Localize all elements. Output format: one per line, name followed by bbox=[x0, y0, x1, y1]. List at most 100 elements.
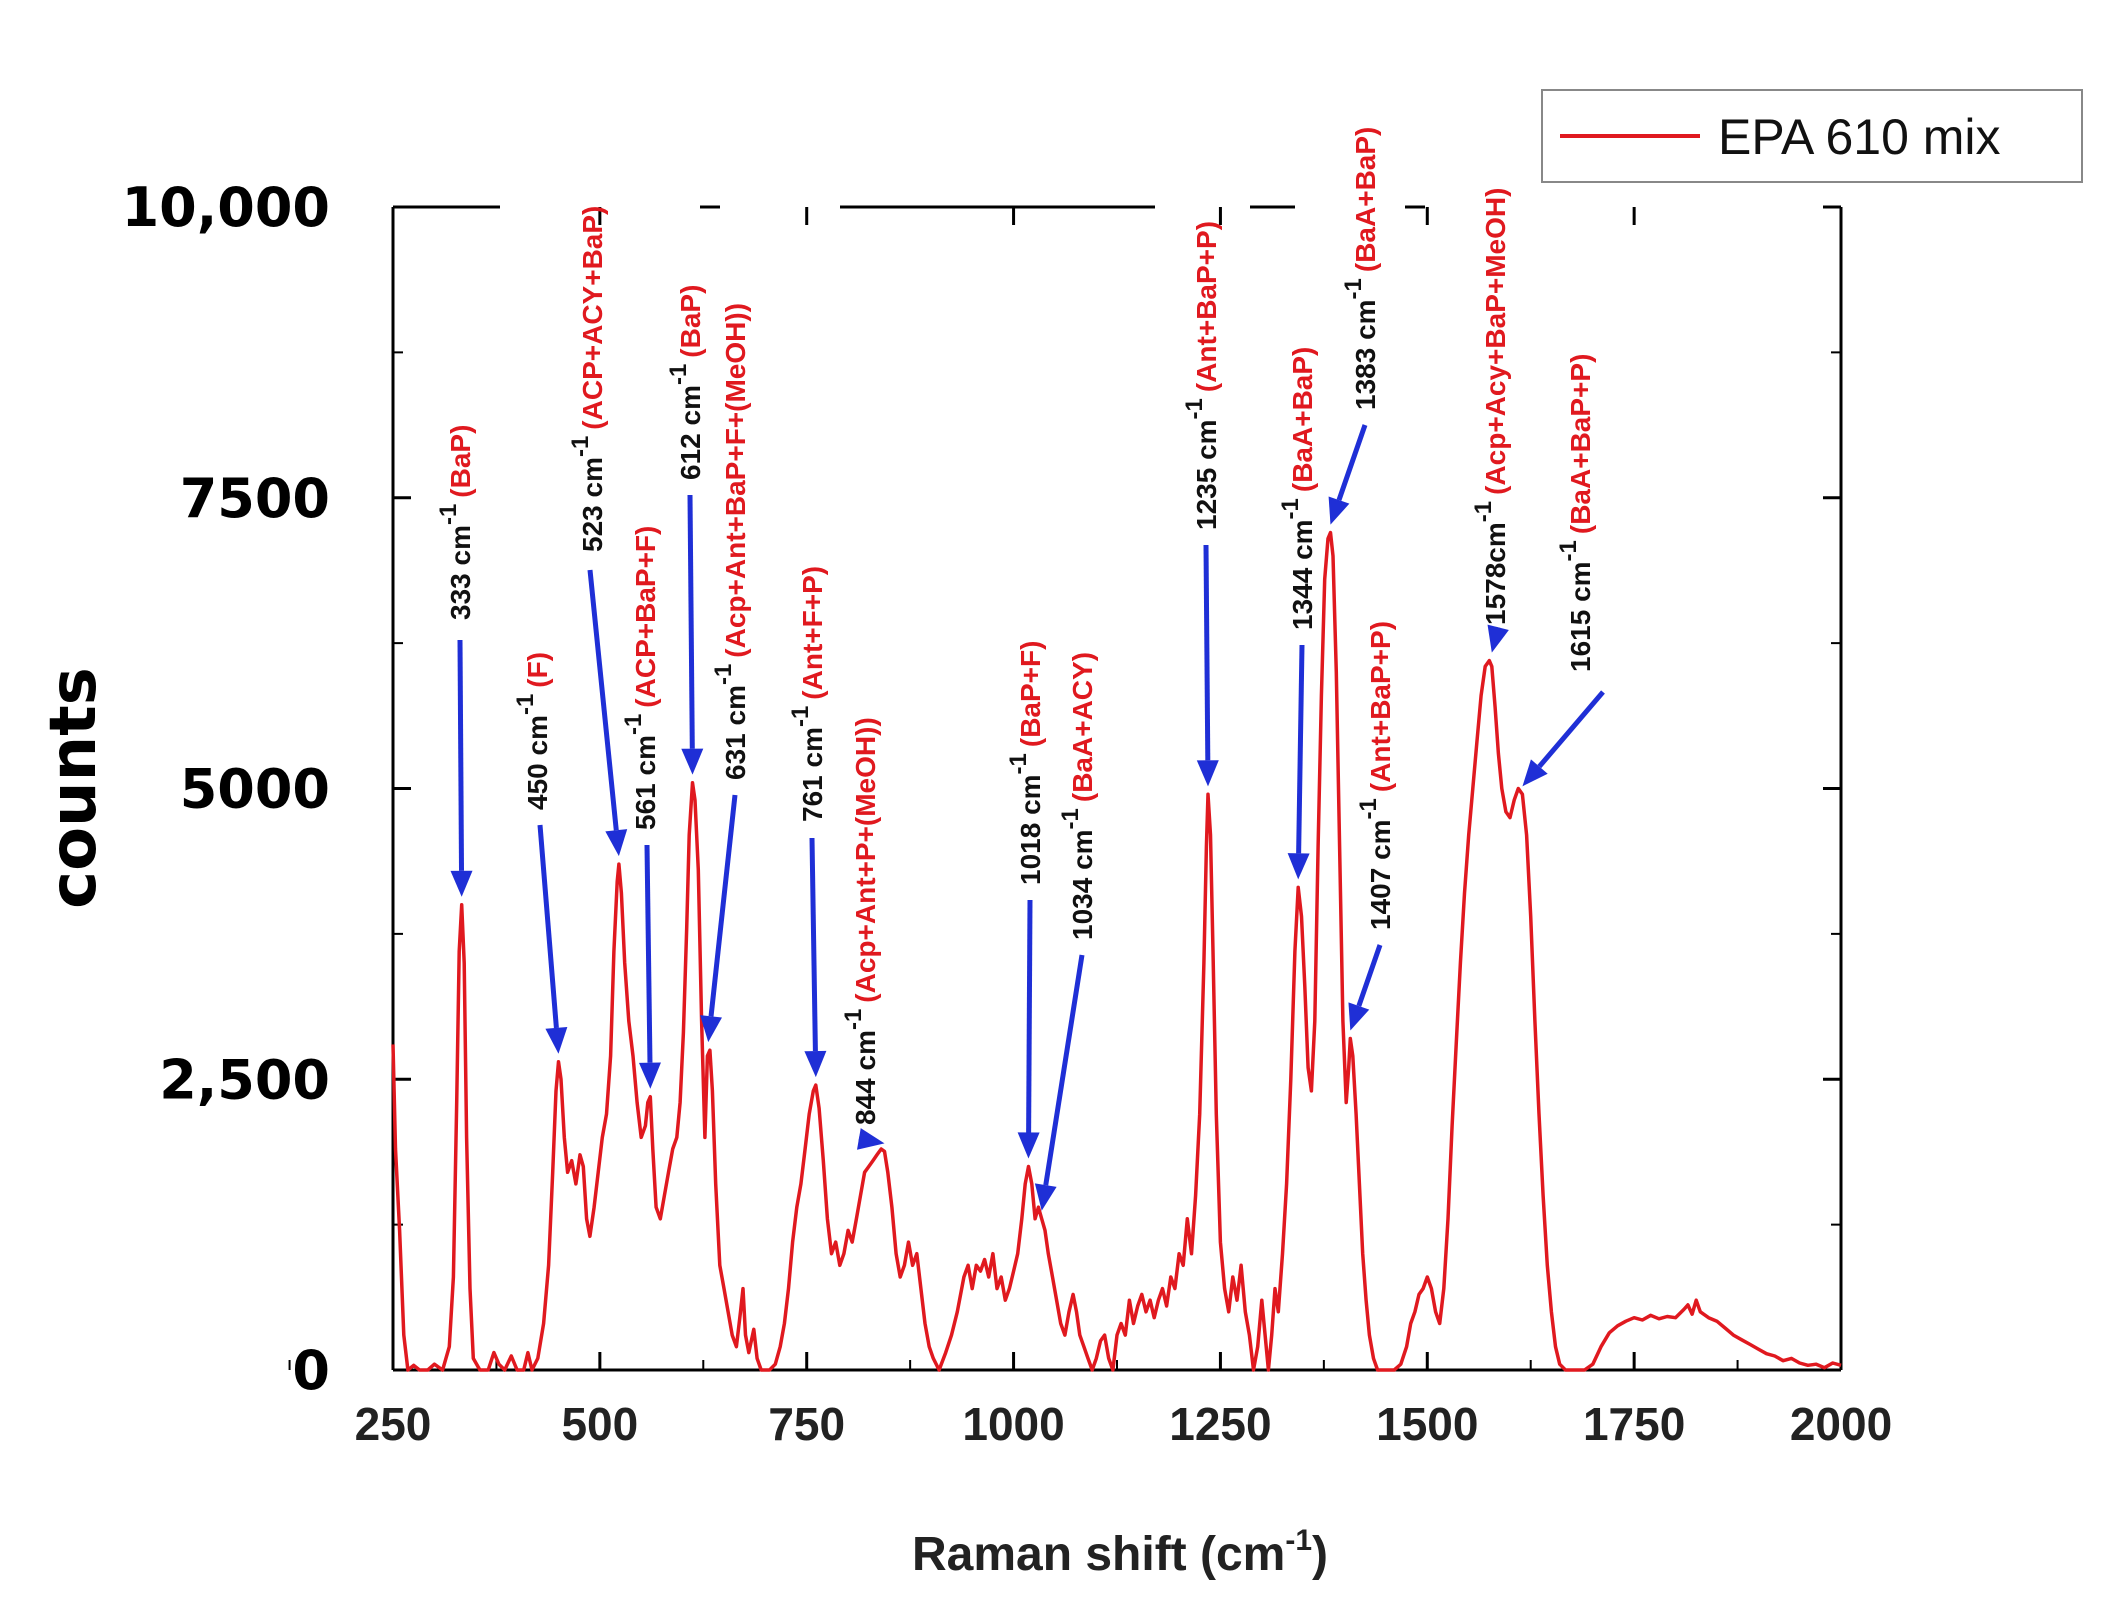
peak-exponent: -1 bbox=[567, 436, 594, 457]
peak-wavenumber: 1018 cm bbox=[1015, 774, 1046, 885]
peak-compounds: (BaP) bbox=[675, 285, 706, 358]
peak-arrow-shaft bbox=[587, 569, 619, 831]
peak-wavenumber: 844 cm bbox=[850, 1030, 881, 1125]
peak-compounds: (F) bbox=[522, 652, 553, 688]
y-tick-label: 2,500 bbox=[159, 1048, 330, 1111]
peak-label: 1018 cm-1 (BaP+F) bbox=[1005, 641, 1046, 885]
peak-exponent: -1 bbox=[1277, 498, 1304, 519]
x-axis-label-sup: -1 bbox=[1285, 1524, 1312, 1557]
y-tick-label: 0 bbox=[292, 1339, 330, 1402]
peak-arrow-shaft bbox=[1296, 644, 1305, 854]
peak-label: 1034 cm-1 (BaA+ACY) bbox=[1057, 652, 1098, 940]
peak-exponent: -1 bbox=[787, 706, 814, 727]
peak-arrow-shaft bbox=[1026, 899, 1033, 1133]
peak-arrow-shaft bbox=[1203, 544, 1211, 761]
peak-label: 1407 cm-1 (Ant+BaP+P) bbox=[1355, 621, 1396, 930]
x-tick-label: 1500 bbox=[1376, 1398, 1478, 1450]
y-axis-label: counts bbox=[37, 667, 111, 909]
peak-exponent: -1 bbox=[840, 1009, 867, 1030]
peak-exponent: -1 bbox=[710, 664, 737, 685]
peak-exponent: -1 bbox=[1340, 278, 1367, 299]
peak-compounds: (BaP+F) bbox=[1015, 641, 1046, 748]
peak-arrow-shaft bbox=[708, 794, 738, 1017]
y-tick-label: 10,000 bbox=[122, 176, 330, 239]
peak-compounds: (BaP) bbox=[445, 425, 476, 498]
peak-label: 844 cm-1 (Acp+Ant+P+(MeOH)) bbox=[840, 717, 881, 1125]
peak-label: 1615 cm-1 (BaA+BaP+P) bbox=[1555, 354, 1596, 672]
peak-wavenumber: 561 cm bbox=[630, 735, 661, 830]
x-axis-label-main: Raman shift (cm bbox=[912, 1528, 1285, 1581]
peak-compounds: (Ant+BaP+P) bbox=[1191, 221, 1222, 392]
peak-arrow-head bbox=[1487, 624, 1509, 653]
x-tick-label: 250 bbox=[355, 1398, 432, 1450]
peak-arrow-head bbox=[804, 1050, 827, 1078]
x-tick-label: 1250 bbox=[1169, 1398, 1271, 1450]
x-tick-label: 750 bbox=[768, 1398, 845, 1450]
peak-label: 631 cm-1 (Acp+Ant+BaP+F+(MeOH)) bbox=[710, 303, 751, 780]
peak-wavenumber: 1615 cm bbox=[1565, 561, 1596, 672]
peak-wavenumber: 1235 cm bbox=[1191, 419, 1222, 530]
peak-arrow-head bbox=[857, 1128, 885, 1150]
x-tick-label: 500 bbox=[561, 1398, 638, 1450]
x-axis-label-end: ) bbox=[1312, 1528, 1328, 1581]
peak-arrow-shaft bbox=[1356, 944, 1383, 1007]
peak-arrow-head bbox=[1034, 1183, 1057, 1211]
peak-label: 450 cm-1 (F) bbox=[512, 652, 553, 810]
peak-arrows bbox=[450, 424, 1605, 1211]
peak-compounds: (Acp+Ant+BaP+F+(MeOH)) bbox=[720, 303, 751, 658]
peak-exponent: -1 bbox=[512, 694, 539, 715]
x-axis-label: Raman shift (cm-1) bbox=[912, 1524, 1328, 1581]
peak-compounds: (BaA+BaP) bbox=[1350, 127, 1381, 272]
y-tick-label: 7500 bbox=[180, 467, 330, 530]
x-tick-label: 2000 bbox=[1790, 1398, 1892, 1450]
peak-arrow-head bbox=[1017, 1132, 1040, 1159]
peak-arrow-head bbox=[681, 748, 704, 775]
peak-exponent: -1 bbox=[1355, 798, 1382, 819]
legend: EPA 610 mix bbox=[1541, 89, 2083, 183]
peak-compounds: (Ant+BaP+P) bbox=[1365, 621, 1396, 792]
x-tick-label: 1000 bbox=[962, 1398, 1064, 1450]
peak-arrow-head bbox=[605, 829, 628, 857]
peak-exponent: -1 bbox=[435, 504, 462, 525]
peak-arrow-head bbox=[700, 1015, 722, 1043]
peak-exponent: -1 bbox=[1057, 808, 1084, 829]
peak-label: 333 cm-1 (BaP) bbox=[435, 425, 476, 620]
peak-arrow-shaft bbox=[1336, 424, 1368, 501]
peak-compounds: (Ant+F+P) bbox=[797, 566, 828, 700]
peak-arrow-shaft bbox=[1043, 954, 1085, 1186]
peak-compounds: (Acp+Ant+P+(MeOH)) bbox=[850, 717, 881, 1002]
peak-arrow-shaft bbox=[457, 639, 465, 871]
peak-arrow-head bbox=[1196, 760, 1219, 787]
peak-wavenumber: 761 cm bbox=[797, 727, 828, 822]
peak-compounds: (BaA+BaP+P) bbox=[1565, 354, 1596, 535]
peak-compounds: (ACP+BaP+F) bbox=[630, 526, 661, 708]
peak-label: 1383 cm-1 (BaA+BaP) bbox=[1340, 127, 1381, 410]
peak-label: 1578cm-1 (Acp+Acy+BaP+MeOH) bbox=[1470, 188, 1511, 625]
peak-wavenumber: 450 cm bbox=[522, 715, 553, 810]
peak-wavenumber: 523 cm bbox=[577, 457, 608, 552]
peak-compounds: (Acp+Acy+BaP+MeOH) bbox=[1480, 188, 1511, 495]
series-layer bbox=[391, 530, 1842, 1372]
peak-label: 1235 cm-1 (Ant+BaP+P) bbox=[1181, 221, 1222, 530]
peak-wavenumber: 333 cm bbox=[445, 525, 476, 620]
x-tick-label: 1750 bbox=[1583, 1398, 1685, 1450]
peak-arrow-shaft bbox=[537, 824, 559, 1029]
peak-label: 561 cm-1 (ACP+BaP+F) bbox=[620, 526, 661, 830]
peak-arrow-shaft bbox=[809, 837, 818, 1052]
peak-label: 612 cm-1 (BaP) bbox=[665, 285, 706, 480]
peak-wavenumber: 1383 cm bbox=[1350, 299, 1381, 410]
peak-wavenumber: 612 cm bbox=[675, 385, 706, 480]
peak-arrow-head bbox=[1348, 1002, 1370, 1031]
legend-entry-label: EPA 610 mix bbox=[1718, 109, 2001, 165]
peak-exponent: -1 bbox=[620, 714, 647, 735]
peak-arrow-shaft bbox=[644, 844, 653, 1063]
y-tick-label: 5000 bbox=[180, 758, 330, 821]
peak-compounds: (BaA+ACY) bbox=[1067, 652, 1098, 802]
peak-arrow-head bbox=[1522, 759, 1548, 787]
peak-arrow-head bbox=[638, 1062, 661, 1089]
peak-compounds: (ACP+ACY+BaP) bbox=[577, 206, 608, 430]
peak-arrow-head bbox=[545, 1027, 568, 1054]
peak-arrow-head bbox=[1328, 496, 1350, 525]
peak-label: 523 cm-1 (ACP+ACY+BaP) bbox=[567, 206, 608, 552]
